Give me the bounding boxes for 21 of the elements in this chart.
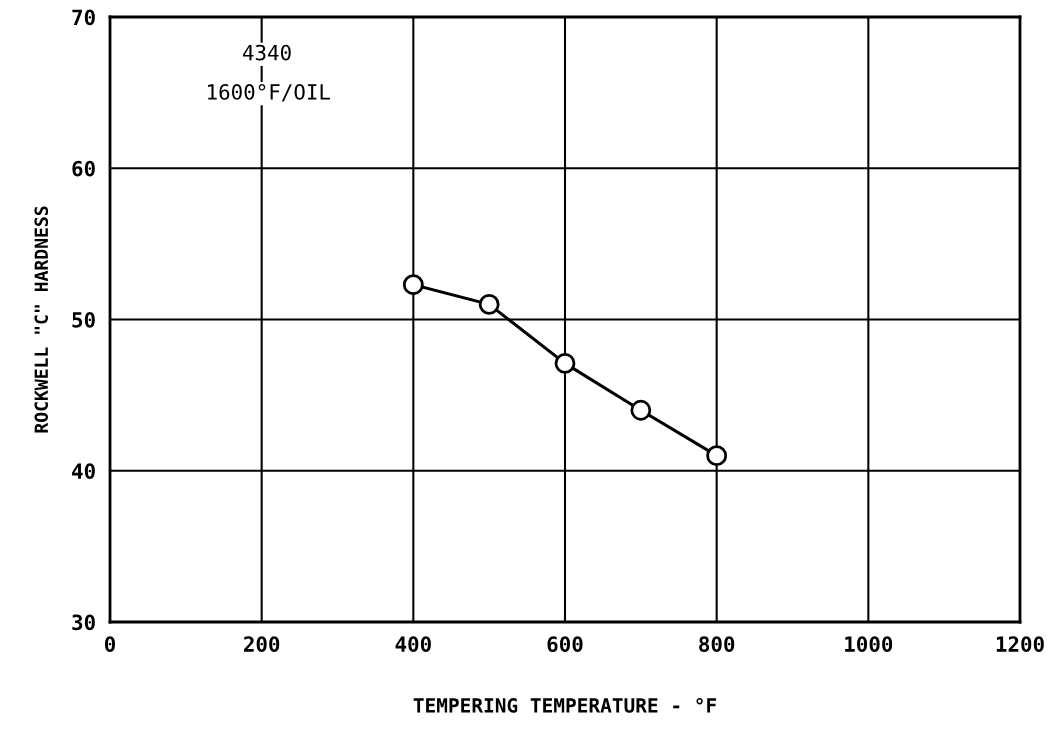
point (478, 293, 500, 315)
y-tick-label: 50 (72, 311, 95, 328)
point (630, 399, 652, 421)
y-tick-label: 70 (72, 9, 95, 26)
point (402, 274, 424, 296)
x-axis-title: TEMPERING TEMPERATURE - °F (413, 698, 717, 713)
x-tick-label: 800 (699, 636, 735, 653)
point (554, 352, 576, 374)
x-tick-label: 600 (547, 636, 583, 653)
y-tick-label: 40 (72, 463, 95, 479)
y-axis-title: ROCKWELL "C" HARDNESS (34, 206, 49, 433)
x-tick-label: 1000 (845, 636, 893, 653)
annotation: 4340 (242, 44, 291, 61)
point (706, 445, 728, 467)
x-tick-label: 1200 (996, 636, 1044, 653)
x-tick-label: 0 (104, 636, 116, 653)
y-tick-label: 30 (72, 614, 95, 631)
annotation: 1600°F/OIL (208, 84, 331, 102)
y-tick-label: 60 (72, 160, 95, 177)
x-tick-label: 400 (395, 636, 431, 653)
x-tick-label: 200 (244, 636, 280, 653)
